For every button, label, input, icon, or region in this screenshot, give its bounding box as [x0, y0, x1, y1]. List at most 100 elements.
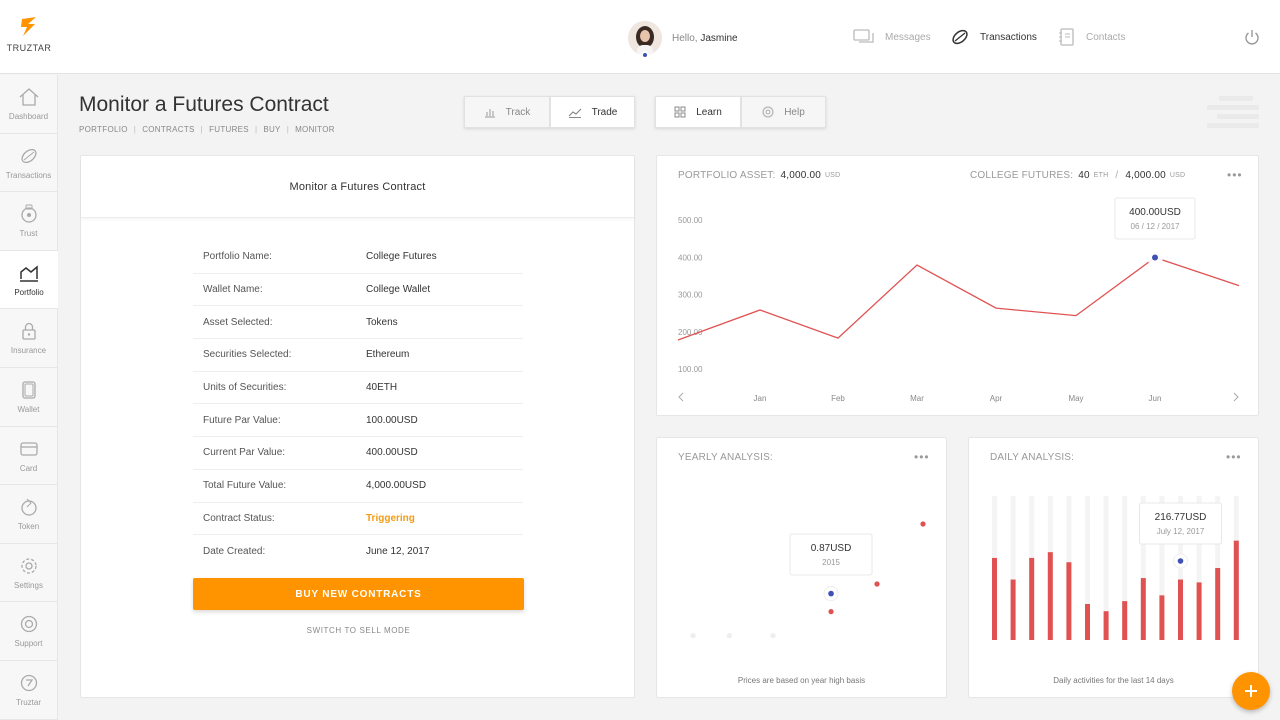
track-trade-toggle: Track Trade	[464, 96, 635, 128]
portfolio-icon	[20, 265, 38, 282]
decorative-lines	[1207, 96, 1259, 132]
highlight-point	[1177, 558, 1184, 564]
user-profile[interactable]: Hello, Jasmine	[628, 20, 738, 59]
data-point	[828, 609, 834, 615]
college-futures-eth-unit: ETH	[1093, 172, 1109, 179]
bar-track	[1196, 496, 1202, 640]
logo-text: TRUZTAR	[6, 43, 52, 53]
bar	[1178, 579, 1183, 640]
contract-card-title: Monitor a Futures Contract	[81, 156, 634, 218]
detail-label: Securities Selected:	[203, 349, 292, 361]
series-line	[677, 256, 1240, 341]
detail-label: Current Par Value:	[203, 447, 286, 459]
x-tick-label: Apr	[990, 394, 1003, 403]
data-point	[874, 581, 880, 587]
contract-details: Portfolio Name: College Futures Wallet Na…	[193, 241, 523, 568]
portfolio-chart-card: PORTFOLIO ASSET: 4,000.00 USD COLLEGE FU…	[656, 155, 1259, 416]
nav-messages-label: Messages	[885, 31, 931, 43]
bar-track	[1122, 496, 1128, 640]
sidebar-item-wallet[interactable]: Wallet	[0, 367, 58, 427]
bar	[1233, 540, 1239, 640]
portfolio-asset-label: PORTFOLIO ASSET:	[678, 170, 776, 181]
detail-label: Date Created:	[203, 546, 266, 558]
more-options-button[interactable]: •••	[914, 450, 930, 464]
separator: /	[1115, 170, 1119, 181]
help-button[interactable]: Help	[741, 96, 826, 128]
nav-messages[interactable]: Messages	[853, 0, 931, 74]
tooltip-label: July 12, 2017	[1157, 527, 1205, 536]
sidebar-item-label: Insurance	[10, 346, 47, 356]
logo[interactable]: TRUZTAR	[0, 0, 58, 74]
college-futures-usd-unit: USD	[1169, 172, 1186, 179]
detail-row: Units of Securities: 40ETH	[193, 372, 523, 405]
page-title: Monitor a Futures Contract	[79, 93, 329, 116]
avatar[interactable]	[628, 21, 662, 59]
more-options-button[interactable]: •••	[1227, 168, 1243, 182]
user-name: Jasmine	[700, 32, 738, 44]
bar-track	[1103, 496, 1109, 640]
buy-new-contracts-button[interactable]: BUY NEW CONTRACTS	[193, 578, 524, 610]
detail-label: Wallet Name:	[203, 284, 263, 296]
track-button[interactable]: Track	[464, 96, 550, 128]
detail-row: Current Par Value: 400.00USD	[193, 437, 523, 470]
truztar-icon	[20, 674, 37, 692]
breadcrumb-item[interactable]: BUY	[263, 125, 281, 134]
y-tick-label: 500.00	[678, 216, 703, 225]
sidebar-item-insurance[interactable]: Insurance	[0, 309, 58, 368]
breadcrumb-separator: |	[133, 125, 137, 134]
data-point	[920, 521, 926, 527]
card-icon	[19, 441, 38, 456]
college-futures-label: COLLEGE FUTURES:	[970, 170, 1074, 181]
avatar-image-icon	[628, 21, 662, 55]
detail-value: June 12, 2017	[366, 546, 430, 558]
wallet-icon	[21, 381, 36, 399]
tooltip-label: 2015	[822, 558, 840, 567]
nav-transactions[interactable]: Transactions	[950, 0, 1037, 74]
sidebar-item-label: Wallet	[17, 404, 40, 414]
help-icon	[762, 106, 774, 118]
more-options-button[interactable]: •••	[1226, 450, 1242, 464]
sidebar-item-label: Support	[14, 639, 43, 649]
yearly-analysis-card: YEARLY ANALYSIS: ••• 0.87USD 2015 Prices …	[656, 437, 947, 698]
help-button-label: Help	[784, 106, 805, 118]
breadcrumb-item[interactable]: CONTRACTS	[142, 125, 195, 134]
add-fab-button[interactable]	[1232, 672, 1270, 710]
breadcrumb-item[interactable]: MONITOR	[295, 125, 335, 134]
trade-button[interactable]: Trade	[550, 96, 635, 128]
sidebar-item-card[interactable]: Card	[0, 426, 58, 486]
nav-contacts[interactable]: Contacts	[1058, 0, 1125, 74]
sidebar-item-truztar[interactable]: Truztar	[0, 660, 58, 720]
breadcrumb-item[interactable]: PORTFOLIO	[79, 125, 128, 134]
sidebar-item-token[interactable]: Token	[0, 485, 58, 544]
sidebar-item-support[interactable]: Support	[0, 602, 58, 661]
sidebar-item-trust[interactable]: Trust	[0, 192, 58, 251]
logout-button[interactable]	[1244, 29, 1260, 45]
daily-bar-chart: 216.77USD July 12, 2017	[992, 496, 1239, 640]
learn-button[interactable]: Learn	[655, 96, 741, 128]
messages-icon	[853, 29, 874, 43]
switch-to-sell-link[interactable]: SWITCH TO SELL MODE	[306, 626, 411, 635]
x-tick-label: Jun	[1149, 394, 1162, 403]
detail-value: Tokens	[366, 316, 398, 328]
plus-icon	[1245, 685, 1257, 697]
gear-icon	[20, 558, 37, 574]
sidebar-item-label: Portfolio	[14, 287, 44, 297]
learn-button-label: Learn	[696, 106, 722, 118]
tooltip-label: 06 / 12 / 2017	[1131, 222, 1180, 231]
truztar-logo-icon	[21, 17, 36, 36]
breadcrumb-item[interactable]: FUTURES	[209, 125, 249, 134]
sidebar-item-settings[interactable]: Settings	[0, 543, 58, 603]
sidebar-item-transactions[interactable]: Transactions	[0, 133, 58, 193]
sidebar-item-dashboard[interactable]: Dashboard	[0, 75, 58, 134]
chevron-right-icon	[1233, 392, 1239, 402]
breadcrumb-separator: |	[286, 125, 290, 134]
bar-track	[1010, 496, 1016, 640]
detail-label: Total Future Value:	[203, 480, 287, 492]
sidebar-item-portfolio[interactable]: Portfolio	[0, 250, 58, 310]
top-bar: TRUZTAR Hello, Jasmine Messages Transact…	[0, 0, 1280, 74]
college-futures-summary: COLLEGE FUTURES: 40 ETH / 4,000.00 USD	[970, 170, 1185, 181]
detail-row: Total Future Value: 4,000.00USD	[193, 470, 523, 503]
learn-help-toggle: Learn Help	[655, 96, 826, 128]
x-tick-label: May	[1068, 394, 1083, 403]
detail-label: Asset Selected:	[203, 316, 273, 328]
